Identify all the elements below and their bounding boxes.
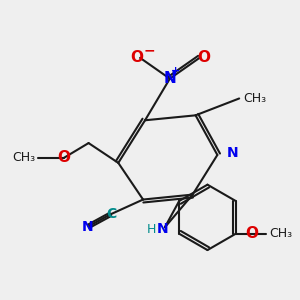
Text: C: C <box>106 207 116 221</box>
Text: CH₃: CH₃ <box>243 92 266 105</box>
Text: −: − <box>143 43 155 57</box>
Text: N: N <box>226 146 238 160</box>
Text: CH₃: CH₃ <box>12 152 35 164</box>
Text: H: H <box>147 223 156 236</box>
Text: N: N <box>164 71 176 86</box>
Text: CH₃: CH₃ <box>269 227 292 240</box>
Text: O: O <box>245 226 258 241</box>
Text: O: O <box>197 50 210 65</box>
Text: O: O <box>130 50 144 65</box>
Text: N: N <box>157 222 169 236</box>
Text: +: + <box>171 66 180 76</box>
Text: O: O <box>57 150 70 165</box>
Text: N: N <box>82 220 93 234</box>
